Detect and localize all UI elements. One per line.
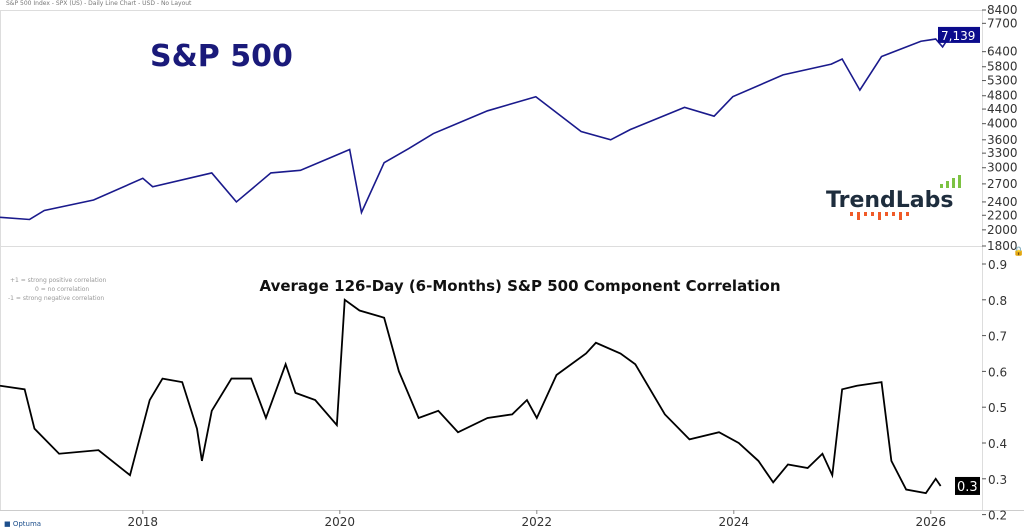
y-tick-label: 0.5	[988, 401, 1007, 415]
logo-red-bar	[864, 212, 867, 216]
logo-green-bar	[946, 181, 949, 188]
optuma-label: Optuma	[12, 520, 42, 528]
logo-green-bar	[958, 175, 961, 188]
top-chart-title: S&P 500	[150, 39, 293, 74]
y-tick-label: 0.2	[988, 509, 1007, 523]
y-tick-label: 3300	[987, 146, 1018, 160]
optuma-logo: ■ Optuma	[4, 520, 42, 528]
y-tick-label: 8400	[987, 3, 1018, 17]
y-tick-label: 5300	[987, 74, 1018, 88]
y-tick-label: 4800	[987, 89, 1018, 103]
last-value-label: 7,139	[941, 29, 975, 43]
logo-red-bar	[878, 212, 881, 220]
correlation-legend-note: -1 = strong negative correlation	[8, 295, 104, 302]
y-tick-label: 4400	[987, 102, 1018, 116]
y-tick-label: 3000	[987, 161, 1018, 175]
y-tick-label: 2700	[987, 177, 1018, 191]
logo-red-bar	[885, 212, 888, 216]
last-value-badge	[955, 476, 980, 495]
y-tick-label: 2200	[987, 208, 1018, 222]
y-tick-label: 0.7	[988, 330, 1007, 344]
correlation-legend-note: +1 = strong positive correlation	[10, 277, 107, 284]
y-tick-label: 1800	[987, 239, 1018, 253]
trendlabs-logo: TrendLabs	[826, 188, 953, 213]
y-tick-label: 7700	[987, 16, 1018, 30]
lock-icon: 🔒	[1013, 246, 1024, 257]
y-tick-label: 5800	[987, 60, 1018, 74]
logo-red-bar	[871, 212, 874, 216]
y-tick-label: 0.9	[988, 258, 1007, 272]
y-tick-label: 0.3	[988, 473, 1007, 487]
y-tick-label: 2000	[987, 223, 1018, 237]
spx-line	[0, 34, 952, 221]
y-tick-label: 4000	[987, 117, 1018, 131]
x-tick-label: 2022	[522, 515, 553, 529]
x-tick-label: 2024	[719, 515, 750, 529]
x-tick-label: 2018	[128, 515, 159, 529]
x-tick-label: 2020	[325, 515, 356, 529]
bottom-chart-title: Average 126-Day (6-Months) S&P 500 Compo…	[260, 277, 781, 295]
logo-red-bar	[850, 212, 853, 216]
correlation-line	[0, 298, 942, 495]
chart-header: S&P 500 Index - SPX (US) - Daily Line Ch…	[6, 0, 192, 7]
logo-red-bar	[899, 212, 902, 220]
y-tick-label: 6400	[987, 45, 1018, 59]
logo-green-bar	[952, 178, 955, 188]
correlation-legend-note: 0 = no correlation	[35, 286, 89, 293]
logo-red-bar	[906, 212, 909, 216]
logo-red-bar	[892, 212, 895, 216]
y-tick-label: 2400	[987, 195, 1018, 209]
logo-red-bar	[857, 212, 860, 220]
last-value-badge	[938, 26, 980, 43]
last-value-label: 0.3	[957, 480, 978, 495]
y-tick-label: 0.8	[988, 294, 1007, 308]
logo-green-bar	[940, 184, 943, 188]
y-tick-label: 0.6	[988, 365, 1007, 379]
y-tick-label: 3600	[987, 133, 1018, 147]
x-tick-label: 2026	[916, 515, 947, 529]
y-tick-label: 0.4	[988, 437, 1007, 451]
